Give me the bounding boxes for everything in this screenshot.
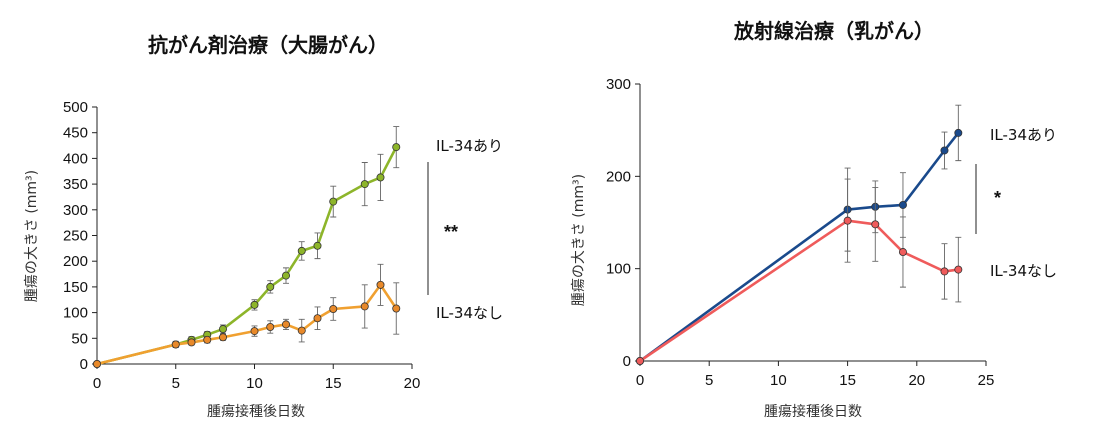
data-point	[392, 143, 401, 152]
chart-1-legend-series-1: IL-34あり	[436, 137, 503, 155]
data-point	[871, 220, 880, 229]
y-tick-label: 500	[63, 99, 88, 116]
data-point	[376, 173, 385, 182]
chart-2-legend-series-2: IL-34なし	[990, 262, 1057, 280]
y-tick-label: 200	[63, 253, 88, 270]
data-point	[898, 248, 907, 257]
chart-1-ticks: 0 50 100 150 200 250 300 350 400 450 500 0 5 10 15 20	[63, 99, 420, 392]
data-point	[898, 200, 907, 209]
data-point	[281, 320, 290, 329]
x-tick-label: 10	[770, 372, 787, 389]
y-tick-label: 400	[63, 150, 88, 167]
data-point	[297, 326, 306, 335]
data-point	[376, 280, 385, 289]
data-point	[636, 356, 645, 365]
x-tick-label: 5	[705, 372, 713, 389]
x-tick-label: 25	[978, 372, 995, 389]
chart-1-legend-series-2: IL-34なし	[436, 304, 503, 322]
chart-2-y-axis-label: 腫瘍の大きさ (mm³)	[570, 174, 587, 306]
chart-1: 抗がん剤治療（大腸がん） 腫瘍接種後日数 腫瘍の大きさ (mm³) 050100…	[23, 33, 503, 420]
x-tick-label: 0	[636, 372, 644, 389]
data-point	[297, 246, 306, 255]
data-point	[281, 271, 290, 280]
data-point	[218, 333, 227, 342]
chart-1-title: 抗がん剤治療（大腸がん）	[148, 33, 388, 57]
y-tick-label: 450	[63, 125, 88, 142]
y-tick-label: 350	[63, 176, 88, 193]
x-tick-label: 0	[93, 375, 101, 392]
series-line	[639, 132, 960, 363]
data-point	[954, 265, 963, 274]
chart-2-significance-mark: *	[994, 188, 1001, 208]
data-point	[266, 282, 275, 291]
y-tick-label: 200	[606, 168, 631, 185]
chart-2: 放射線治療（乳がん） 腫瘍接種後日数 腫瘍の大きさ (mm³) 01002003…	[570, 19, 1057, 420]
y-tick-label: 100	[63, 305, 88, 322]
data-point	[93, 359, 102, 368]
y-tick-label: 0	[80, 356, 88, 373]
x-tick-label: 15	[839, 372, 856, 389]
data-point	[940, 146, 949, 155]
data-point	[187, 338, 196, 347]
data-point	[266, 322, 275, 331]
chart-2-ticks: 0 100 200 300 0 5 10 15 20 25	[606, 76, 994, 389]
y-tick-label: 0	[623, 353, 631, 370]
chart-1-x-axis-label: 腫瘍接種後日数	[207, 403, 305, 420]
series-line	[96, 283, 398, 366]
chart-2-title: 放射線治療（乳がん）	[733, 19, 934, 43]
series-1	[636, 104, 963, 365]
chart-1-plot-area	[93, 126, 401, 368]
y-tick-label: 150	[63, 279, 88, 296]
data-point	[250, 300, 259, 309]
data-point	[171, 340, 180, 349]
data-point	[313, 241, 322, 250]
data-point	[313, 314, 322, 323]
y-tick-label: 50	[71, 330, 88, 347]
data-point	[360, 302, 369, 311]
chart-2-plot-area	[636, 104, 963, 365]
x-tick-label: 10	[246, 375, 263, 392]
data-point	[329, 305, 338, 314]
data-point	[843, 216, 852, 225]
x-tick-label: 5	[172, 375, 180, 392]
chart-1-y-axis-label: 腫瘍の大きさ (mm³)	[23, 170, 40, 302]
data-point	[218, 325, 227, 334]
series-line	[639, 219, 959, 363]
y-tick-label: 300	[606, 76, 631, 93]
data-point	[940, 267, 949, 276]
data-point	[203, 335, 212, 344]
data-point	[392, 304, 401, 313]
series-2	[636, 178, 963, 365]
data-point	[329, 197, 338, 206]
y-tick-label: 250	[63, 228, 88, 245]
chart-2-x-axis-label: 腫瘍接種後日数	[764, 403, 862, 420]
x-tick-label: 15	[325, 375, 342, 392]
y-tick-label: 100	[606, 261, 631, 278]
series-2	[93, 263, 401, 368]
chart-2-legend-series-1: IL-34あり	[990, 126, 1057, 144]
chart-1-significance-mark: **	[444, 222, 458, 242]
x-tick-label: 20	[404, 375, 421, 392]
y-tick-label: 300	[63, 202, 88, 219]
data-point	[954, 128, 963, 137]
data-point	[360, 180, 369, 189]
x-tick-label: 20	[908, 372, 925, 389]
data-point	[250, 327, 259, 336]
